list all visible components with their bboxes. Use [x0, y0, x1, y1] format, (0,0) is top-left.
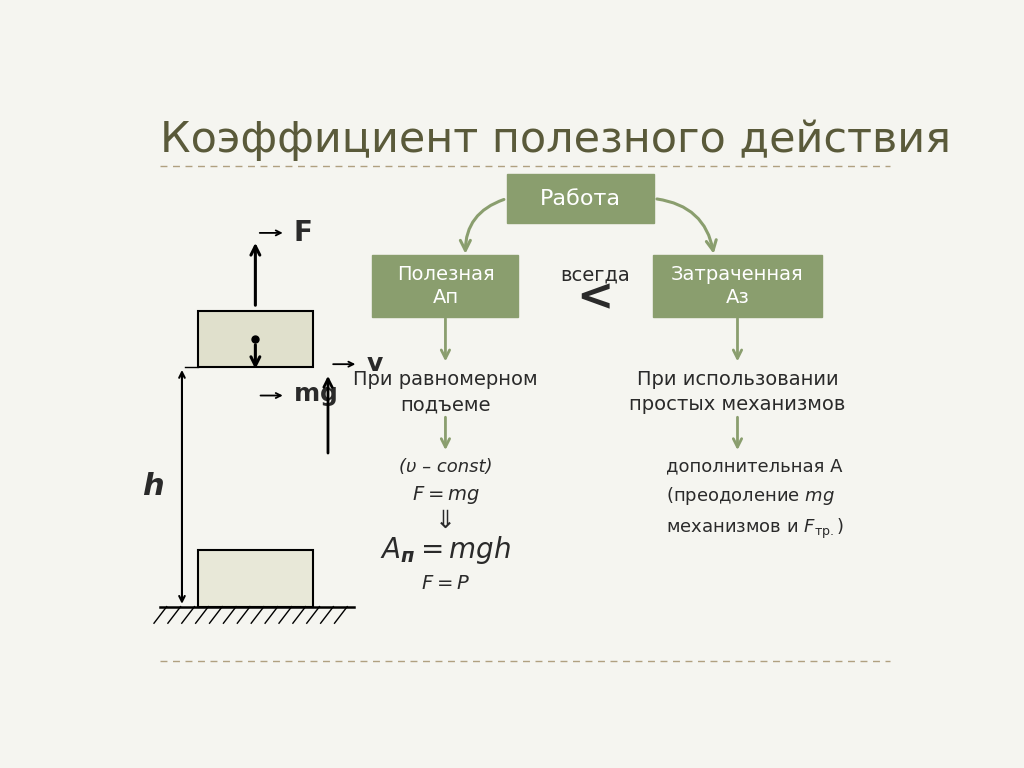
Text: h: h: [142, 472, 164, 502]
Text: $F = mg$: $F = mg$: [412, 484, 479, 505]
Text: $\mathbf{v}$: $\mathbf{v}$: [367, 353, 384, 376]
Text: При равномерном
подъеме: При равномерном подъеме: [353, 370, 538, 414]
Text: Работа: Работа: [540, 189, 621, 209]
Text: Полезная
Ап: Полезная Ап: [396, 265, 495, 307]
Text: всегда: всегда: [560, 266, 630, 285]
Text: $\mathbf{F}$: $\mathbf{F}$: [294, 219, 312, 247]
FancyBboxPatch shape: [507, 174, 654, 223]
Text: $A_\mathregular{п}= mgh$: $A_\mathregular{п}= mgh$: [380, 535, 511, 567]
Text: $F = P$: $F = P$: [421, 574, 470, 593]
Text: $\mathbf{mg}$: $\mathbf{mg}$: [294, 383, 337, 408]
Text: дополнительная А
(преодоление $\mathit{mg}$
механизмов и $\mathbf{\mathit{F_{\ma: дополнительная А (преодоление $\mathit{m…: [666, 458, 844, 541]
FancyBboxPatch shape: [373, 255, 518, 317]
Text: Затраченная
Аз: Затраченная Аз: [671, 265, 804, 307]
FancyBboxPatch shape: [653, 255, 821, 317]
Text: При использовании
простых механизмов: При использовании простых механизмов: [630, 370, 846, 414]
FancyBboxPatch shape: [198, 551, 313, 607]
FancyBboxPatch shape: [198, 311, 313, 367]
Text: (υ – const): (υ – const): [398, 458, 493, 475]
Text: ⇓: ⇓: [435, 509, 456, 533]
Text: <: <: [575, 276, 613, 319]
Text: Коэффициент полезного действия: Коэффициент полезного действия: [160, 119, 950, 161]
